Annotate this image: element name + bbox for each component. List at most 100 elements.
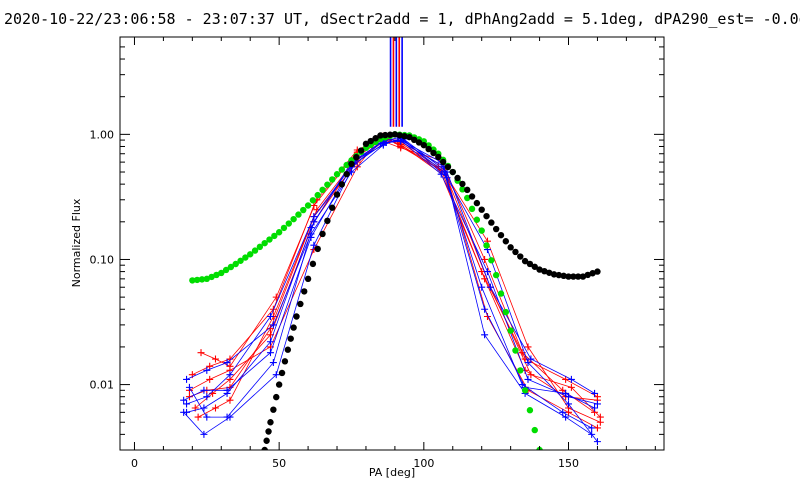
model-point xyxy=(406,133,413,141)
model-point xyxy=(348,160,355,168)
model-point xyxy=(251,247,259,254)
model-point xyxy=(415,139,423,146)
series-red-4 xyxy=(194,137,601,421)
series-point xyxy=(567,375,575,383)
model-point xyxy=(459,186,466,193)
model-point xyxy=(497,290,505,297)
model-point xyxy=(430,149,437,157)
series-red-2 xyxy=(191,136,601,412)
plot-area xyxy=(180,37,604,450)
series-red-5 xyxy=(197,135,601,432)
series-point xyxy=(591,389,599,397)
model-point xyxy=(541,267,548,275)
model-point xyxy=(314,191,321,199)
series-point xyxy=(524,359,532,367)
model-point xyxy=(297,300,304,308)
model-point xyxy=(304,275,312,283)
model-point xyxy=(594,268,601,275)
model-point xyxy=(439,158,447,166)
model-point xyxy=(333,171,341,178)
chart-title: 2020-10-22/23:06:58 - 23:07:37 UT, dSect… xyxy=(4,10,800,28)
model-point xyxy=(488,257,495,264)
model-point xyxy=(526,260,534,268)
model-point xyxy=(372,135,379,142)
model-point xyxy=(281,358,289,365)
model-point xyxy=(338,166,346,173)
series-point xyxy=(185,383,193,391)
model-point xyxy=(382,131,389,139)
model-point xyxy=(497,231,505,239)
series-line xyxy=(183,138,595,435)
model-point xyxy=(531,426,538,434)
series-line xyxy=(189,136,598,442)
series-point xyxy=(226,355,234,363)
series-point xyxy=(203,393,211,401)
model-point xyxy=(285,220,292,227)
model-point xyxy=(589,270,596,277)
series-point xyxy=(524,375,532,383)
series-red-1 xyxy=(185,133,599,416)
model-point xyxy=(198,276,206,283)
series-point xyxy=(197,349,205,357)
series-point xyxy=(567,383,575,391)
model-point xyxy=(304,202,312,209)
model-point xyxy=(507,244,514,251)
model-point xyxy=(391,131,399,138)
series-line xyxy=(189,137,601,418)
series-point xyxy=(486,283,494,291)
model-point xyxy=(420,141,428,149)
series-point xyxy=(211,355,219,363)
model-point xyxy=(270,406,277,413)
series-point xyxy=(226,413,234,421)
model-point xyxy=(468,205,476,213)
model-point xyxy=(300,206,307,214)
series-point xyxy=(269,359,277,367)
series-point xyxy=(310,241,318,249)
series-point xyxy=(223,359,231,367)
model-point xyxy=(309,260,317,268)
series-blue-1 xyxy=(180,136,596,432)
series-point xyxy=(481,255,489,263)
black-model-curve xyxy=(261,131,601,450)
model-point xyxy=(203,275,211,283)
series-point xyxy=(559,408,567,416)
x-tick-label: 150 xyxy=(558,457,579,470)
model-point xyxy=(284,346,292,353)
x-tick-label: 50 xyxy=(272,457,286,470)
series-point xyxy=(200,386,208,394)
model-point xyxy=(290,215,297,223)
model-point xyxy=(478,227,485,234)
series-point xyxy=(272,371,280,379)
model-point xyxy=(271,232,278,240)
series-point xyxy=(226,371,234,379)
model-point xyxy=(222,266,230,274)
series-blue-2 xyxy=(183,134,599,416)
series-line xyxy=(189,136,595,413)
model-point xyxy=(208,273,215,281)
model-point xyxy=(287,335,294,342)
model-point xyxy=(265,428,272,435)
model-point xyxy=(488,219,495,226)
series-line xyxy=(200,138,598,429)
series-point xyxy=(437,170,445,178)
series-blue-5 xyxy=(180,135,599,438)
model-point xyxy=(273,393,280,401)
model-point xyxy=(483,242,490,249)
model-point xyxy=(324,217,331,225)
series-point xyxy=(180,396,188,404)
x-axis-label: PA [deg] xyxy=(369,466,415,479)
y-axis-label: Normalized Flux xyxy=(70,198,83,287)
model-point xyxy=(502,238,510,245)
series-point xyxy=(206,362,214,370)
model-point xyxy=(550,271,558,278)
model-point xyxy=(464,194,471,202)
model-point xyxy=(256,243,264,251)
model-point xyxy=(425,145,432,153)
model-point xyxy=(232,260,239,268)
series-point xyxy=(266,349,274,357)
model-point xyxy=(242,254,249,261)
model-point xyxy=(574,273,582,280)
model-point xyxy=(478,206,485,213)
series-point xyxy=(206,375,214,383)
model-point xyxy=(560,272,567,280)
